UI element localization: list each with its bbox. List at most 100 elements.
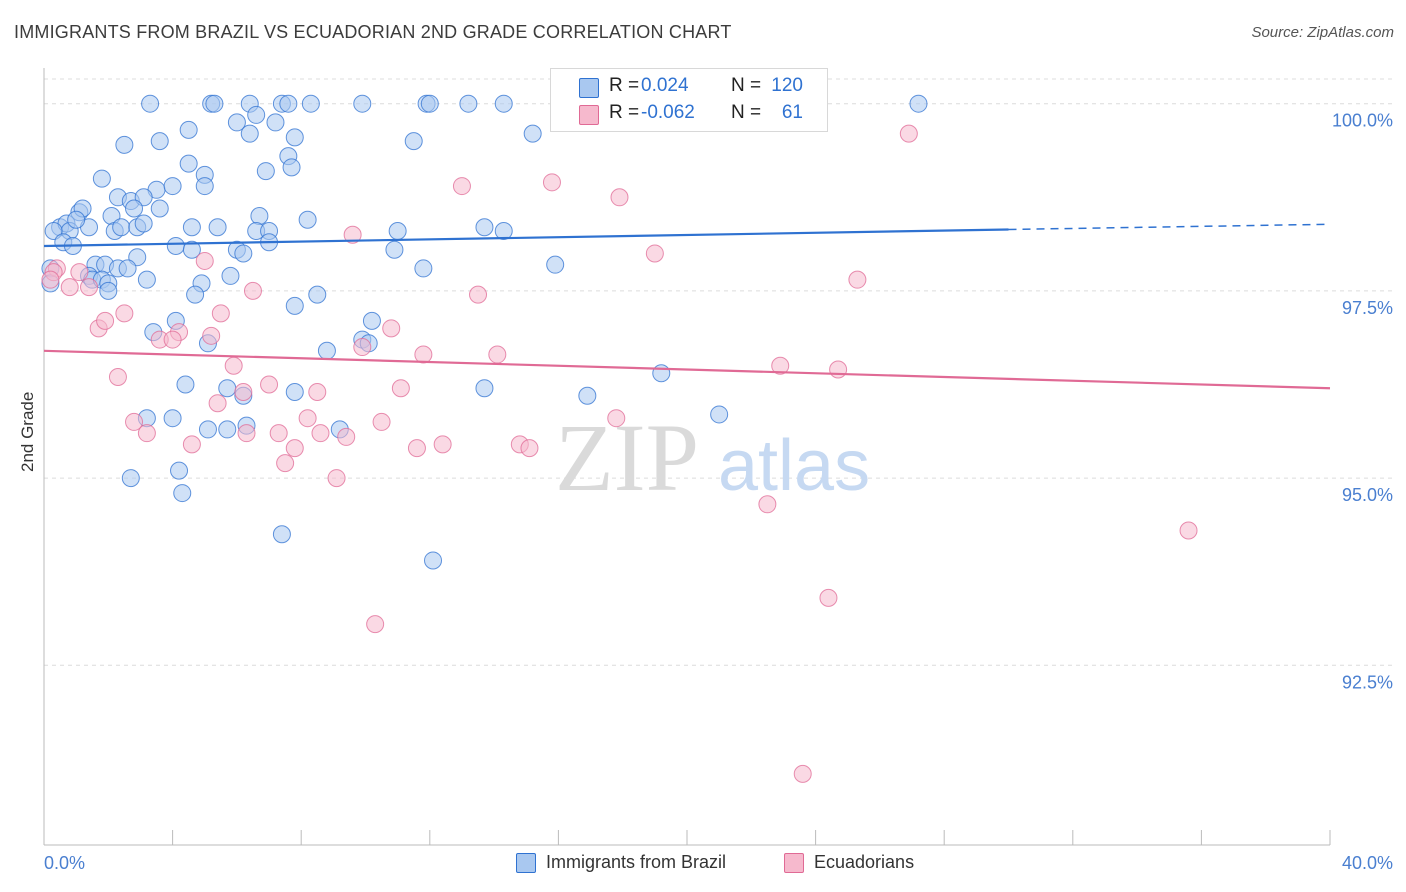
brazil-point [121,469,140,488]
ecuadorians-point [276,454,295,473]
ecuadorians-point [771,356,790,375]
brazil-point [221,266,240,285]
x-tick-label: 40.0% [1342,853,1393,873]
brazil-point [67,210,86,229]
legend-n-value-brazil: 120 [771,75,803,96]
brazil-point [141,94,160,113]
ecuadorians-point [382,319,401,338]
brazil-point [247,105,266,124]
ecuadorians-point [819,588,838,607]
legend-item-brazil: Immigrants from Brazil [516,852,726,873]
brazil-point [282,158,301,177]
ecuadorians-point [195,251,214,270]
ecuadorians-point [366,615,385,634]
brazil-point [195,177,214,196]
y-tick-label: 100.0% [1332,111,1393,131]
brazil-point [285,128,304,147]
legend-swatch-ecuadorians [784,852,804,873]
ecuadorians-point [285,439,304,458]
ecuadorians-point [610,188,629,207]
ecuadorians-point [269,424,288,443]
x-tick-label: 0.0% [44,853,85,873]
brazil-point [166,236,185,255]
ecuadorians-point [391,379,410,398]
brazil-point [424,551,443,570]
brazil-point [475,218,494,237]
ecuadorians-point [433,435,452,454]
ecuadorians-point [243,281,262,300]
ecuadorians-point [607,409,626,428]
legend-label-ecuadorians: Ecuadorians [814,852,915,872]
brazil-point [652,364,671,383]
brazil-point [308,285,327,304]
brazil-point [150,132,169,151]
brazil-point [414,259,433,278]
brazil-point [170,461,189,480]
y-tick-label: 97.5% [1342,298,1393,318]
brazil-point [173,484,192,503]
ecuadorians-point [125,412,144,431]
ecuadorians-point [793,764,812,783]
brazil-point [163,177,182,196]
brazil-point [710,405,729,424]
brazil-point [218,420,237,439]
brazil-point [137,270,156,289]
brazil-point [218,379,237,398]
ecuadorians-point [208,394,227,413]
brazil-point [909,94,928,113]
y-tick-label: 92.5% [1342,672,1393,692]
source-label: Source: ZipAtlas.com [1251,24,1394,41]
brazil-point [285,382,304,401]
brazil-point [317,341,336,360]
brazil-point [179,120,198,139]
ecuadorians-point [645,244,664,263]
brazil-point [112,218,131,237]
legend-n-value-ecuadorians: 61 [781,102,803,123]
ecuadorians-point [237,424,256,443]
brazil-point [266,113,285,132]
brazil-point [240,124,259,143]
watermark: ZIP atlas [555,404,870,511]
brazil-point [578,386,597,405]
y-axis-label: 2nd Grade [18,391,37,472]
brazil-point [176,375,195,394]
series-brazil-points [41,94,928,570]
watermark-atlas: atlas [718,426,870,506]
brazil-point [301,94,320,113]
ecuadorians-point [414,345,433,364]
brazil-point [475,379,494,398]
ecuadorians-point [41,270,60,289]
brazil-point [494,221,513,240]
axis-ticks: 92.5% 95.0% 97.5% 100.0% 0.0% 40.0% [44,111,1393,873]
brazil-point [353,94,372,113]
ecuadorians-point [224,356,243,375]
brazil-point [182,240,201,259]
brazil-point [279,94,298,113]
correlation-legend: R = 0.024 N = 120 R = -0.062 N = 61 [550,68,828,132]
legend-swatch-brazil [579,78,599,98]
brazil-point [208,218,227,237]
brazil-point [118,259,137,278]
ecuadorians-point [70,263,89,282]
brazil-point [186,285,205,304]
brazil-point [420,94,439,113]
brazil-point [523,124,542,143]
brazil-point [205,94,224,113]
ecuadorians-point [337,427,356,446]
y-tick-label: 95.0% [1342,485,1393,505]
trend-line-brazil [43,228,1009,248]
brazil-point [385,240,404,259]
brazil-point [150,199,169,218]
ecuadorians-point [234,382,253,401]
series-legend: Immigrants from Brazil Ecuadorians [0,852,1406,878]
brazil-point [494,94,513,113]
brazil-point [182,218,201,237]
brazil-point [234,244,253,263]
ecuadorians-point [452,177,471,196]
brazil-point [272,525,291,544]
legend-r-label: R = [609,75,640,96]
legend-label-brazil: Immigrants from Brazil [546,852,727,872]
legend-r-value-brazil: 0.024 [641,75,689,96]
trend-lines [43,223,1331,390]
